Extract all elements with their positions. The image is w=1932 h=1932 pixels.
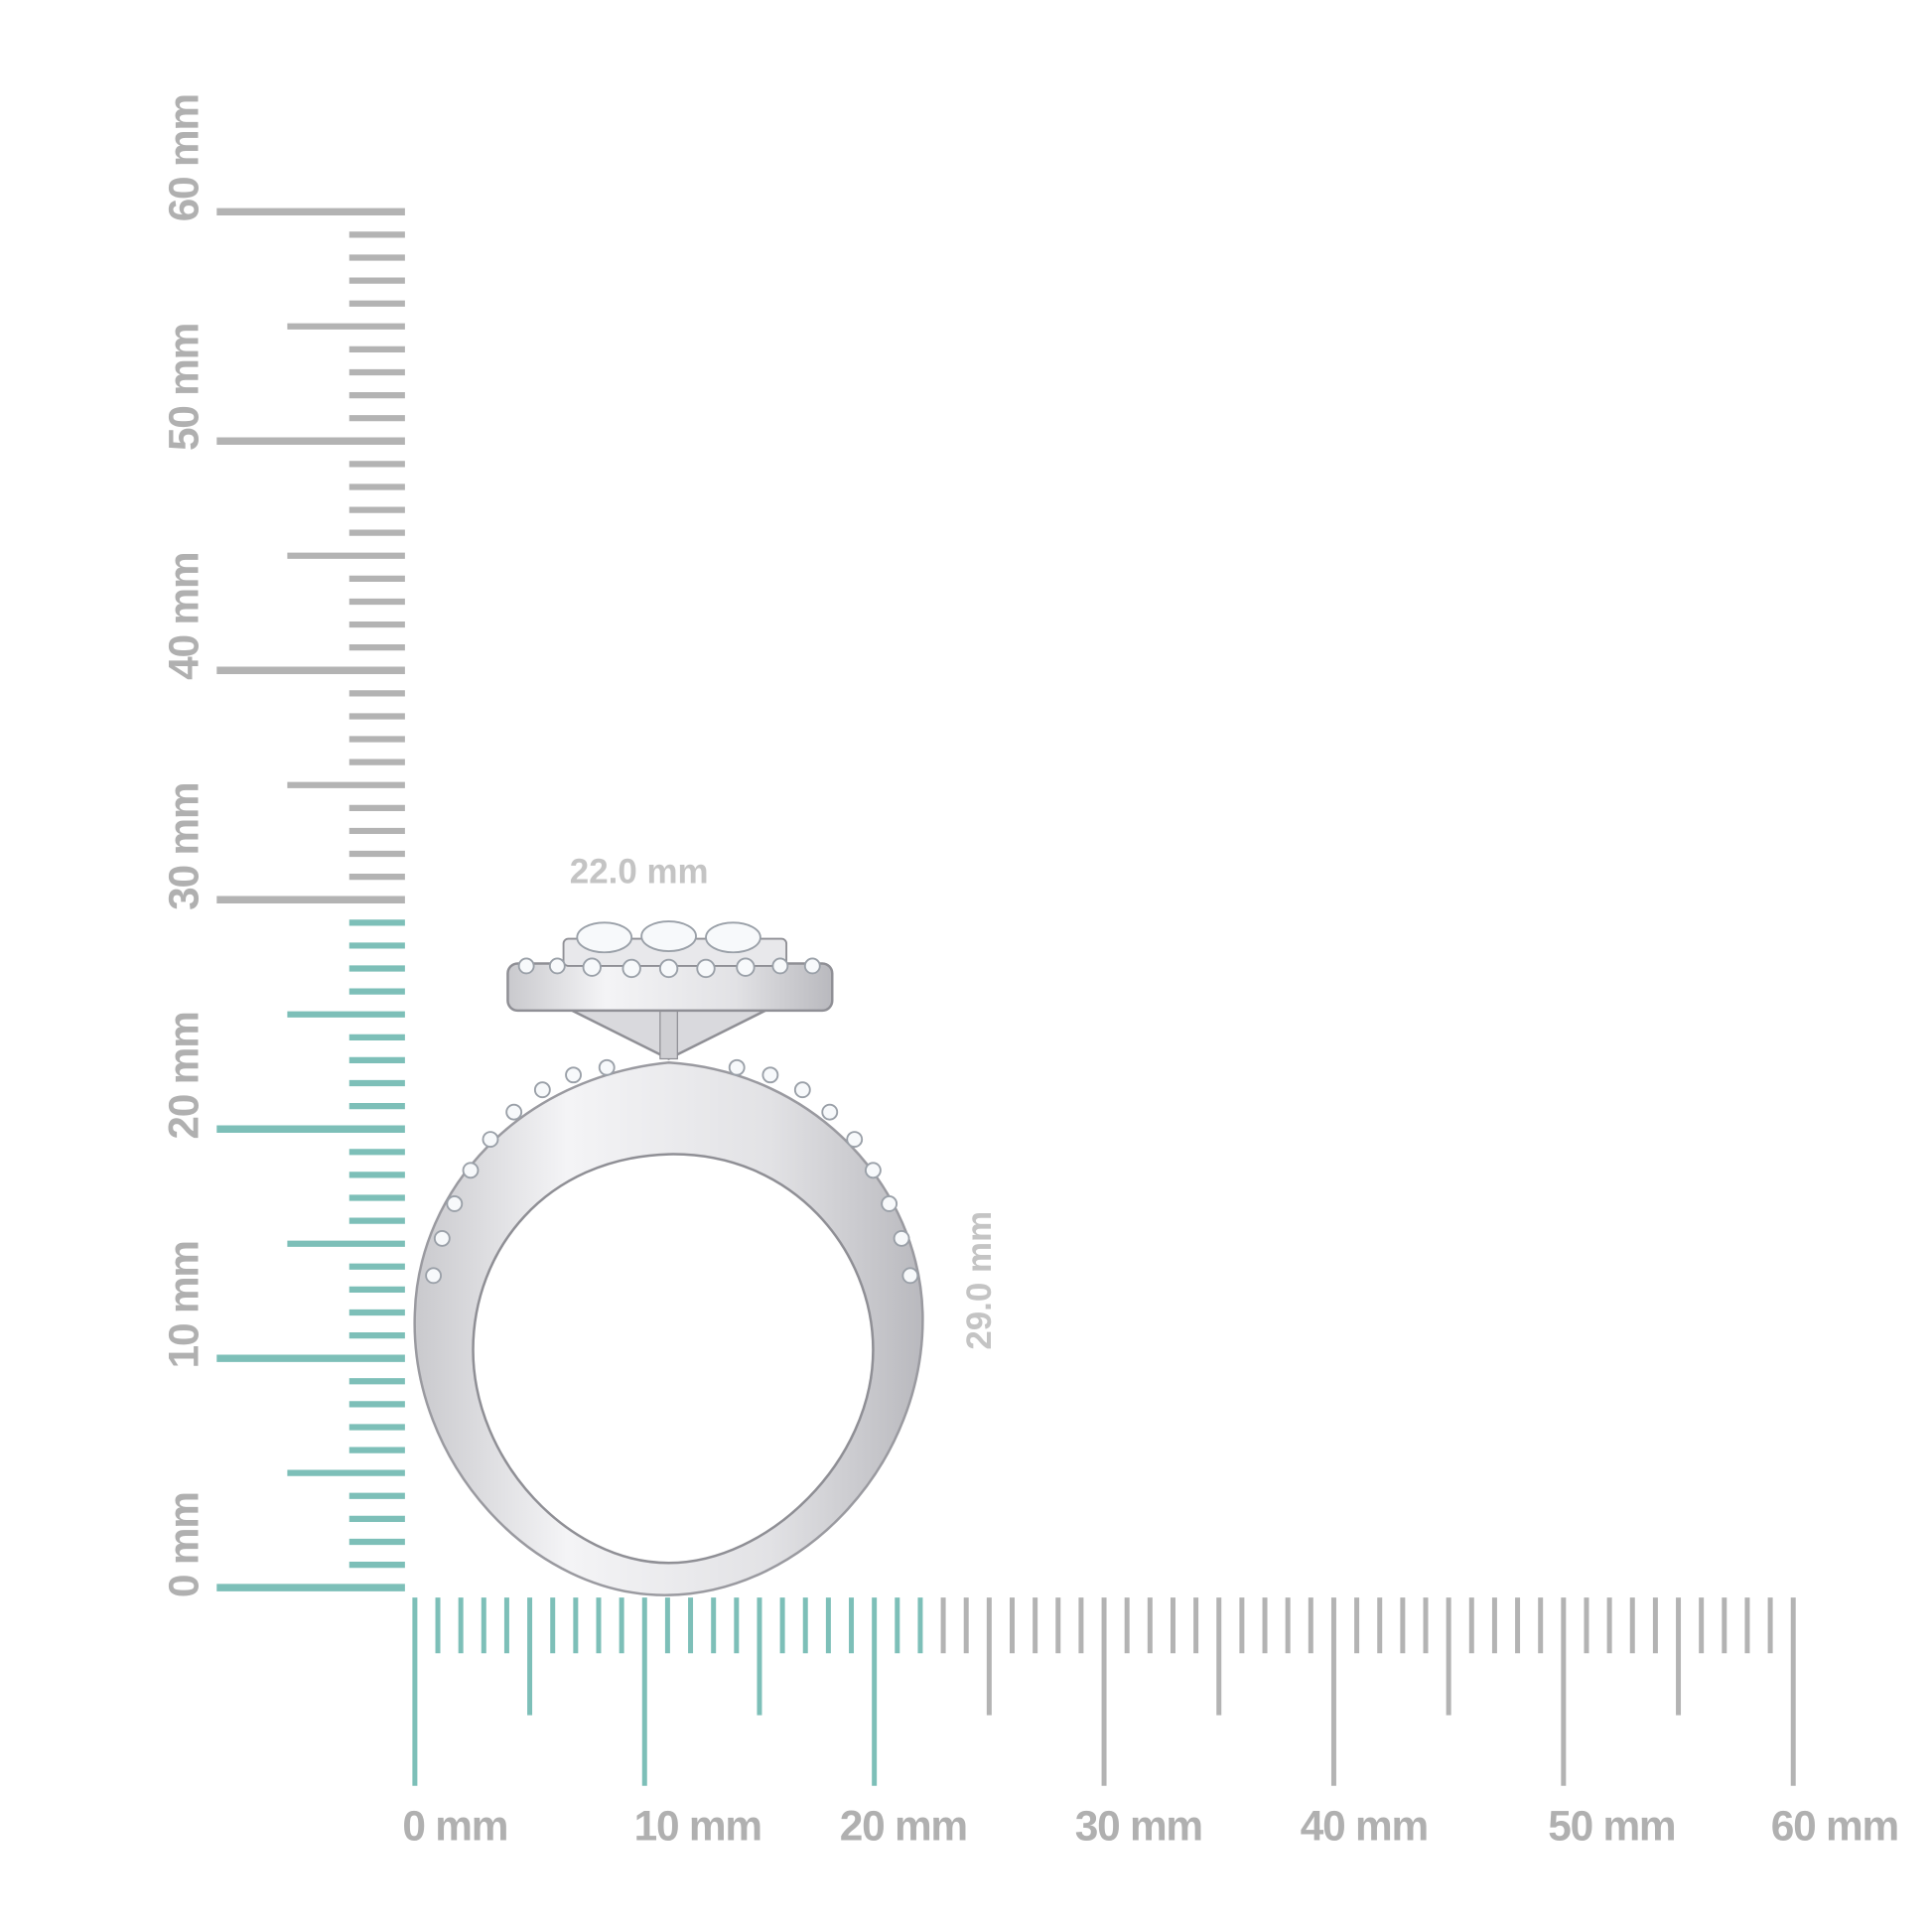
horizontal-ruler-label: 30 mm — [1074, 1803, 1203, 1851]
vertical-ruler-label: 40 mm — [161, 553, 208, 681]
horizontal-ruler-label: 40 mm — [1300, 1803, 1429, 1851]
vertical-ruler-label: 60 mm — [161, 94, 208, 222]
horizontal-ruler-label: 10 mm — [633, 1803, 762, 1851]
width-dimension-label: 22.0 mm — [569, 852, 709, 891]
vertical-ruler-label: 10 mm — [161, 1241, 208, 1369]
vertical-ruler-label: 30 mm — [161, 782, 208, 910]
vertical-ruler-label: 0 mm — [161, 1492, 208, 1598]
horizontal-ruler-label: 60 mm — [1770, 1803, 1899, 1851]
horizontal-ruler-label: 50 mm — [1548, 1803, 1676, 1851]
horizontal-ruler-label: 20 mm — [839, 1803, 968, 1851]
vertical-ruler-label: 20 mm — [161, 1012, 208, 1140]
vertical-ruler-label: 50 mm — [161, 324, 208, 452]
height-dimension-label: 29.0 mm — [959, 1210, 999, 1350]
horizontal-ruler-label: 0 mm — [402, 1803, 508, 1851]
